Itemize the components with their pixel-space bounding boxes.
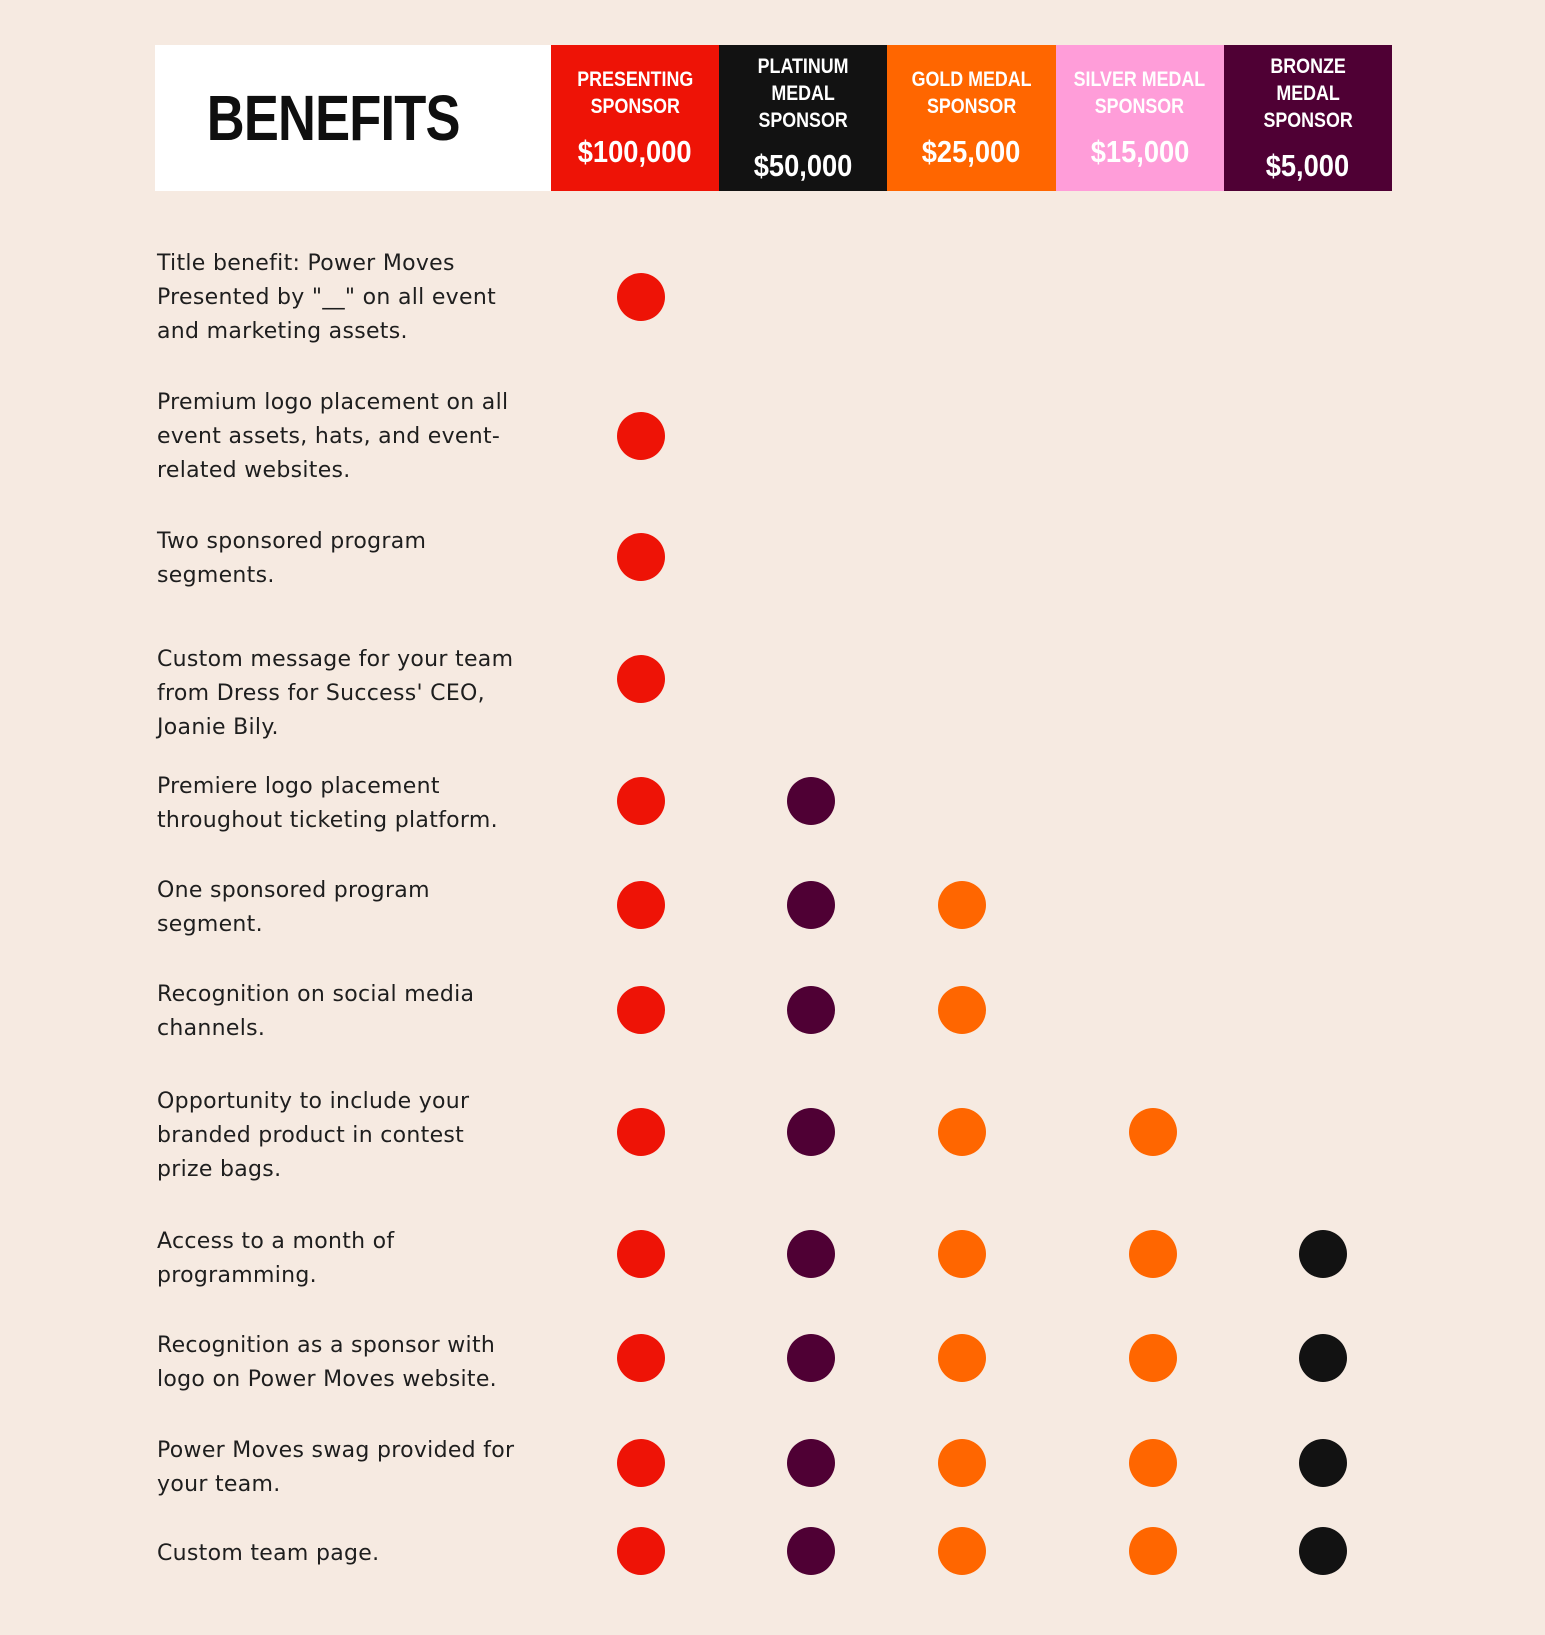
page-title: BENEFITS [206, 82, 461, 154]
included-dot-icon [617, 1439, 665, 1487]
tier-header-silver: SILVER MEDAL SPONSOR $15,000 [1055, 45, 1224, 191]
tier-price: $5,000 [1266, 147, 1350, 183]
included-dot-icon [787, 986, 835, 1034]
tier-name: PRESENTING SPONSOR [577, 68, 694, 118]
benefit-text: Custom team page. [157, 1541, 380, 1566]
benefit-text: Recognition on social media channels. [157, 982, 475, 1041]
tier-name: GOLD MEDAL SPONSOR [911, 68, 1032, 118]
included-dot-icon [787, 777, 835, 825]
included-dot-icon [617, 1108, 665, 1156]
included-dot-icon [938, 1334, 986, 1382]
tier-header-presenting: PRESENTING SPONSOR $100,000 [551, 45, 720, 191]
included-dot-icon [938, 881, 986, 929]
included-dot-icon [1129, 1439, 1177, 1487]
benefit-text: Power Moves swag provided for your team. [157, 1438, 515, 1497]
benefits-header: BENEFITS PRESENTING SPONSOR $100,000 PLA… [155, 45, 1392, 191]
tier-name: SILVER MEDAL SPONSOR [1073, 68, 1206, 118]
included-dot-icon [1129, 1108, 1177, 1156]
included-dot-icon [938, 1439, 986, 1487]
included-dot-icon [787, 1230, 835, 1278]
benefit-text: Title benefit: Power Moves Presented by … [157, 251, 496, 344]
tier-price: $100,000 [578, 134, 692, 169]
included-dot-icon [617, 533, 665, 581]
tier-price: $25,000 [922, 134, 1021, 169]
tier-header-platinum: PLATINUM MEDAL SPONSOR $50,000 [719, 45, 888, 191]
included-dot-icon [617, 273, 665, 321]
title-cell: BENEFITS [155, 45, 551, 191]
included-dot-icon [1299, 1527, 1347, 1575]
included-dot-icon [1299, 1439, 1347, 1487]
included-dot-icon [1299, 1334, 1347, 1382]
included-dot-icon [617, 777, 665, 825]
benefit-text: Recognition as a sponsor with logo on Po… [157, 1333, 497, 1392]
included-dot-icon [787, 1334, 835, 1382]
benefit-text: Custom message for your team from Dress … [157, 647, 514, 740]
included-dot-icon [617, 655, 665, 703]
included-dot-icon [1129, 1527, 1177, 1575]
included-dot-icon [938, 1108, 986, 1156]
included-dot-icon [1299, 1230, 1347, 1278]
included-dot-icon [787, 881, 835, 929]
included-dot-icon [787, 1108, 835, 1156]
benefit-text: Two sponsored program segments. [157, 529, 427, 588]
tier-name: PLATINUM MEDAL SPONSOR [757, 54, 849, 132]
included-dot-icon [787, 1527, 835, 1575]
included-dot-icon [617, 1230, 665, 1278]
tier-price: $15,000 [1090, 134, 1189, 169]
benefit-text: One sponsored program segment. [157, 878, 430, 937]
tier-header-gold: GOLD MEDAL SPONSOR $25,000 [887, 45, 1056, 191]
included-dot-icon [617, 1334, 665, 1382]
benefit-text: Access to a month of programming. [157, 1229, 395, 1288]
included-dot-icon [938, 1527, 986, 1575]
tier-price: $50,000 [753, 147, 853, 183]
included-dot-icon [1129, 1230, 1177, 1278]
benefit-text: Premiere logo placement throughout ticke… [157, 774, 498, 833]
tier-name: BRONZE MEDAL SPONSOR [1263, 54, 1353, 132]
benefit-text: Opportunity to include your branded prod… [157, 1089, 470, 1182]
tier-header-bronze: BRONZE MEDAL SPONSOR $5,000 [1223, 45, 1392, 191]
included-dot-icon [617, 881, 665, 929]
included-dot-icon [938, 986, 986, 1034]
included-dot-icon [617, 1527, 665, 1575]
included-dot-icon [1129, 1334, 1177, 1382]
included-dot-icon [617, 986, 665, 1034]
included-dot-icon [938, 1230, 986, 1278]
included-dot-icon [617, 412, 665, 460]
included-dot-icon [787, 1439, 835, 1487]
benefit-text: Premium logo placement on all event asse… [157, 390, 509, 483]
